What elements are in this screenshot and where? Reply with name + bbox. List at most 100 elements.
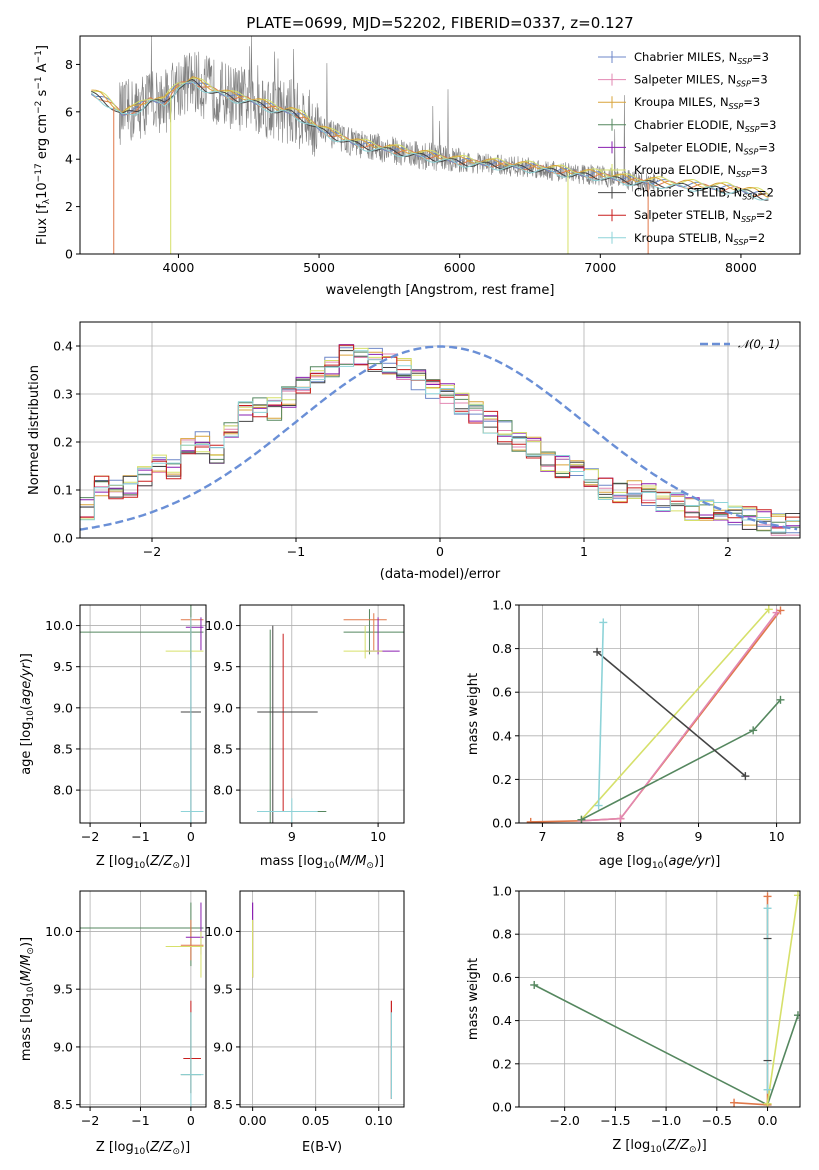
panel-spectrum: 4000 5000 6000 7000 8000 0 2 4 6 8 wavelength [Ang… [34, 35, 801, 298]
legend-label-sub: SSP [745, 125, 760, 134]
model-line-kroupa_miles [91, 76, 769, 198]
y-tick-label: 8 [65, 57, 73, 72]
x-tick-label: 10 [370, 829, 386, 844]
label-part: ⊙ [172, 1147, 180, 1157]
label-part: 10 [650, 1145, 662, 1155]
plot-area-age-vs-z [80, 605, 206, 823]
legend-label: Salpeter ELODIE, NSSP=3 [634, 140, 775, 156]
axis-frame [239, 890, 405, 1108]
legend-label: 𝒩(0, 1) [738, 337, 780, 351]
label-part: 10 [323, 861, 335, 871]
y-tick-label: 8.5 [53, 741, 73, 756]
label-part: −17 [34, 163, 44, 182]
y-axis-label: Flux [fλ10−17 erg cm−2 s−1 A−1] [34, 45, 52, 245]
label-part: age [log [599, 854, 652, 869]
y-tick-label: 0.0 [53, 531, 73, 546]
legend-label: Chabrier STELIB, NSSP=2 [634, 186, 774, 202]
y-tick-label: 0.3 [53, 387, 73, 402]
x-tick-label: 0.05 [302, 1113, 330, 1128]
label-part: 10 [26, 710, 36, 722]
x-tick-label: −1.5 [600, 1113, 630, 1128]
y-tick-label: 8.0 [53, 783, 73, 798]
label-part: 10 [134, 1147, 146, 1157]
label-part: A [35, 63, 50, 76]
label-part: Z/Z [149, 1140, 173, 1155]
legend-label: Chabrier ELODIE, NSSP=3 [634, 118, 776, 134]
label-part: ( [145, 1140, 150, 1155]
panel-mass-vs-z: −2 −1 08.59.09.510.0Z [log10(Z/Z⊙)]mass [l… [19, 890, 207, 1157]
legend-label-base: Kroupa STELIB, N [634, 231, 734, 245]
label-part: erg cm [35, 114, 50, 163]
x-tick-label: 8 [616, 829, 624, 844]
observed-spectrum-line [119, 36, 658, 193]
x-tick-label: −2.0 [549, 1113, 579, 1128]
axis-frame [79, 890, 207, 1108]
label-part: )] [374, 854, 384, 869]
plot-area-residuals [80, 322, 800, 538]
plot-area-mass-vs-z [80, 891, 206, 1107]
y-tick-label: 8.5 [213, 741, 233, 756]
x-tick-label: −2 [143, 544, 161, 559]
x-tick-label: 2 [724, 544, 732, 559]
label-part: ( [145, 854, 150, 869]
x-tick-label: −1 [131, 1113, 149, 1128]
x-tick-label: −0.5 [702, 1113, 732, 1128]
label-part: Flux [f [35, 204, 50, 245]
label-part: M/M [19, 955, 34, 982]
y-axis-label: mass [log10(M/M⊙)] [19, 937, 36, 1061]
y-tick-label: 0.6 [492, 685, 512, 700]
y-axis-label: age [log10(age/yr)] [19, 653, 36, 775]
y-tick-label: 9.0 [53, 1039, 73, 1054]
legend-label-tail: =3 [751, 73, 768, 87]
weight-line-salpeter_miles [581, 612, 778, 822]
legend-label: Kroupa MILES, NSSP=3 [634, 95, 760, 111]
label-part: ⊙ [689, 1145, 697, 1155]
y-tick-label: 0.4 [492, 728, 512, 743]
panel-residuals: −2 −1 0 1 2 0.0 0.1 0.2 0.3 0.4 (data-model)/error… [27, 321, 801, 582]
label-part: 10 [26, 986, 36, 998]
x-axis-label: Z [log10(Z/Z⊙)] [612, 1138, 706, 1155]
x-tick-label: 0.0 [758, 1113, 778, 1128]
x-axis-label: mass [log10(M/M⊙)] [260, 854, 384, 871]
x-tick-label: 0 [187, 829, 195, 844]
plot-area-spectrum [90, 36, 769, 254]
plot-area-weight-vs-age [519, 605, 800, 823]
normal-distribution-curve [80, 345, 798, 531]
label-part: )] [180, 854, 190, 869]
x-tick-label: 7 [538, 829, 546, 844]
y-axis-label: mass weight [466, 958, 481, 1040]
y-tick-label: 4 [65, 152, 73, 167]
legend-label-tail: =3 [751, 163, 768, 177]
y-tick-label: 0.8 [492, 641, 512, 656]
x-axis-label: Z [log10(Z/Z⊙)] [96, 1140, 190, 1157]
label-part: 10 [35, 182, 50, 199]
label-part: s [35, 89, 50, 100]
y-tick-label: 9.5 [213, 982, 233, 997]
x-tick-label: 0 [187, 1113, 195, 1128]
y-tick-label: 8.0 [213, 783, 233, 798]
y-tick-label: 9.0 [213, 700, 233, 715]
x-tick-label: −1.0 [651, 1113, 681, 1128]
axis-frame [239, 604, 405, 824]
panel-age-vs-z: −2 −1 08.08.59.09.510.0Z [log10(Z/Z⊙)]age … [19, 604, 207, 871]
weight-line-orange_fit [734, 896, 769, 1106]
y-tick-label: 0.0 [492, 1100, 512, 1115]
legend-label-sub: SSP [742, 193, 757, 202]
x-tick-label: −2 [81, 1113, 99, 1128]
label-part: ⊙ [172, 861, 180, 871]
y-tick-label: 9.5 [53, 982, 73, 997]
y-tick-label: 10.0 [205, 924, 233, 939]
y-tick-label: 0.2 [492, 1056, 512, 1071]
y-tick-label: 10.0 [205, 618, 233, 633]
y-axis-label: mass weight [466, 673, 481, 755]
x-tick-label: 0.00 [239, 1113, 267, 1128]
legend-label-base: Kroupa MILES, N [634, 95, 729, 109]
weight-line-orange_fit [530, 610, 782, 823]
x-axis-label: E(B-V) [302, 1140, 342, 1155]
label-part: ( [662, 1138, 667, 1153]
label-part: ] [35, 45, 50, 50]
x-tick-label: 9 [288, 829, 296, 844]
